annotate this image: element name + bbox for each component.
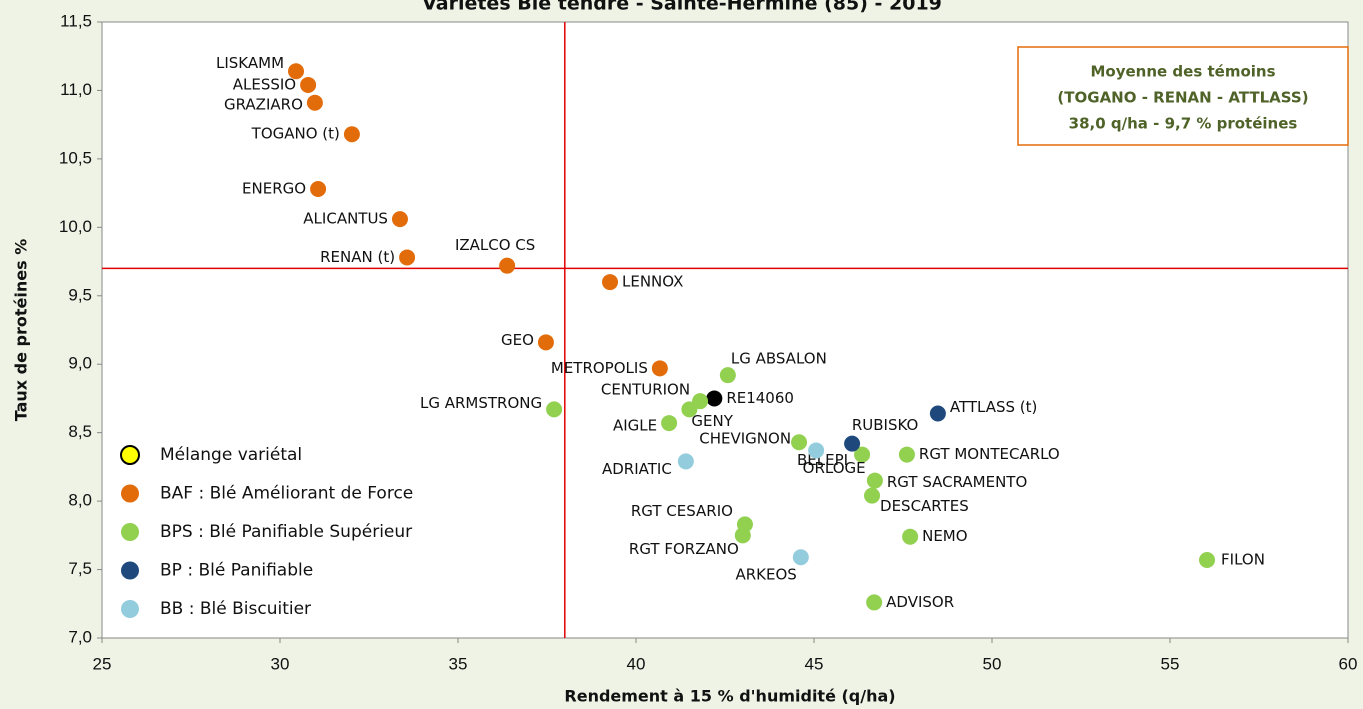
x-tick-label: 30 — [271, 654, 290, 673]
point — [651, 360, 668, 377]
y-tick-label: 9,5 — [68, 285, 92, 304]
point-label: GENY — [691, 412, 733, 430]
point — [844, 435, 861, 452]
point-label: ADRIATIC — [602, 460, 672, 478]
x-tick-label: 25 — [93, 654, 112, 673]
point — [719, 367, 736, 384]
point — [866, 472, 883, 489]
point — [854, 446, 871, 463]
legend-marker — [121, 523, 139, 541]
legend-marker — [121, 561, 139, 580]
y-tick-label: 7,0 — [68, 627, 92, 646]
point — [898, 446, 915, 463]
x-tick-label: 55 — [1161, 654, 1180, 673]
point-label: ALICANTUS — [303, 210, 388, 228]
point-label: BELEPI — [797, 451, 848, 469]
y-tick-label: 10,0 — [59, 217, 92, 236]
point — [661, 415, 678, 432]
legend-label: BAF : Blé Améliorant de Force — [160, 484, 413, 504]
point-label: ALESSIO — [233, 75, 296, 93]
legend-marker — [121, 600, 139, 618]
point-label: ATTLASS (t) — [950, 398, 1038, 416]
y-tick-label: 11,5 — [60, 11, 92, 30]
x-tick-label: 40 — [627, 654, 646, 673]
point-label: RGT CESARIO — [631, 502, 733, 520]
point-label: GRAZIARO — [224, 95, 303, 113]
point-label: ENERGO — [242, 180, 306, 198]
chart-title: Variétés Blé tendre - Sainte-Hermine (85… — [422, 0, 942, 15]
point-label: CENTURION — [601, 381, 690, 399]
y-tick-label: 11,0 — [60, 80, 92, 99]
point-label: RGT MONTECARLO — [919, 445, 1060, 463]
point-label: RUBISKO — [852, 416, 918, 434]
point-label: RENAN (t) — [320, 248, 395, 266]
point — [929, 405, 946, 422]
annotation-box — [1017, 46, 1349, 146]
point — [808, 442, 825, 459]
point-label: ADVISOR — [886, 593, 954, 611]
legend-label: Mélange variétal — [160, 445, 302, 465]
point — [310, 181, 327, 198]
point — [1199, 551, 1216, 568]
x-tick-label: 60 — [1339, 654, 1358, 673]
point — [681, 401, 698, 418]
point-label: GEO — [501, 331, 534, 349]
point-label: NEMO — [922, 527, 967, 545]
point — [399, 249, 416, 266]
legend-marker — [121, 484, 139, 503]
point — [866, 594, 883, 611]
point-label: AIGLE — [613, 417, 657, 435]
legend-label: BB : Blé Biscuitier — [160, 599, 311, 619]
point — [499, 257, 516, 274]
point — [677, 453, 694, 470]
point — [306, 94, 323, 111]
legend-marker — [120, 445, 140, 465]
y-tick-label: 9,0 — [68, 354, 92, 373]
point — [300, 76, 317, 93]
x-tick-label: 35 — [449, 654, 468, 673]
point-label: METROPOLIS — [551, 359, 648, 377]
point — [864, 487, 881, 504]
y-tick-label: 7,5 — [68, 559, 92, 578]
y-axis-label: Taux de protéines % — [12, 239, 31, 422]
point-label: CHEVIGNON — [699, 430, 791, 448]
point-label: RE14060 — [726, 389, 794, 407]
point — [546, 401, 563, 418]
point — [391, 211, 408, 228]
point-label: FILON — [1221, 550, 1265, 568]
point — [602, 274, 619, 291]
point-label: RGT FORZANO — [629, 540, 739, 558]
x-axis-label: Rendement à 15 % d'humidité (q/ha) — [564, 687, 895, 706]
point-label: LENNOX — [622, 273, 683, 291]
x-tick-label: 45 — [805, 654, 824, 673]
point-label: ARKEOS — [735, 566, 796, 584]
legend-label: BP : Blé Panifiable — [160, 561, 313, 581]
point-label: TOGANO (t) — [251, 125, 340, 143]
point-label: LISKAMM — [216, 54, 284, 72]
annotation-line: Moyenne des témoins — [1090, 63, 1275, 81]
point — [288, 63, 305, 80]
point — [734, 527, 751, 544]
point-label: RGT SACRAMENTO — [887, 473, 1027, 491]
point — [706, 390, 723, 407]
x-tick-label: 50 — [983, 654, 1002, 673]
point-label: IZALCO CS — [455, 236, 535, 254]
point — [537, 334, 554, 351]
annotation-line: (TOGANO - RENAN - ATTLASS) — [1057, 89, 1308, 107]
y-tick-label: 8,5 — [68, 422, 92, 441]
point — [343, 126, 360, 143]
point-label: DESCARTES — [880, 497, 969, 515]
legend-label: BPS : Blé Panifiable Supérieur — [160, 522, 412, 542]
point — [791, 434, 808, 451]
annotation-line: 38,0 q/ha - 9,7 % protéines — [1069, 115, 1298, 133]
y-tick-label: 8,0 — [68, 491, 92, 510]
point-label: LG ARMSTRONG — [420, 394, 542, 412]
point — [792, 549, 809, 566]
point — [902, 528, 919, 545]
y-tick-label: 10,5 — [59, 148, 92, 167]
point-label: ORLOGE — [803, 459, 866, 477]
point-label: LG ABSALON — [731, 350, 827, 368]
